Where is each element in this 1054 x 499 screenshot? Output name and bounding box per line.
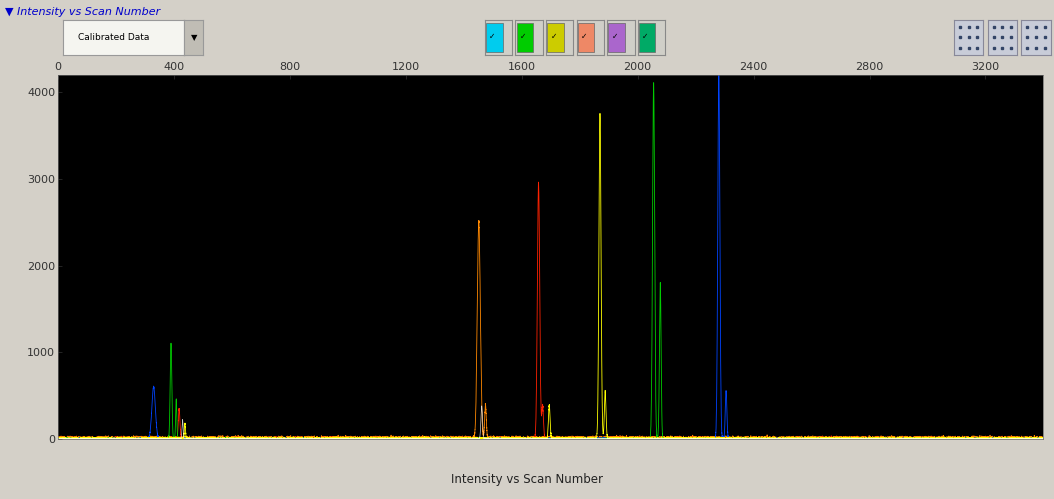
Text: Calibrated Data: Calibrated Data [78, 33, 150, 42]
Bar [516, 23, 533, 52]
Bar [639, 23, 656, 52]
Text: ✓: ✓ [581, 32, 587, 41]
Bar [547, 23, 564, 52]
Text: ✓: ✓ [489, 32, 495, 41]
Text: ✓: ✓ [642, 32, 648, 41]
Text: ✓: ✓ [520, 32, 526, 41]
Text: ✓: ✓ [611, 32, 618, 41]
Text: ▼ Intensity vs Scan Number: ▼ Intensity vs Scan Number [5, 7, 160, 17]
Bar [486, 23, 503, 52]
Text: Intensity vs Scan Number: Intensity vs Scan Number [451, 473, 603, 486]
Text: ✓: ✓ [550, 32, 557, 41]
Bar [578, 23, 594, 52]
Bar [608, 23, 625, 52]
Text: ▼: ▼ [191, 33, 197, 42]
